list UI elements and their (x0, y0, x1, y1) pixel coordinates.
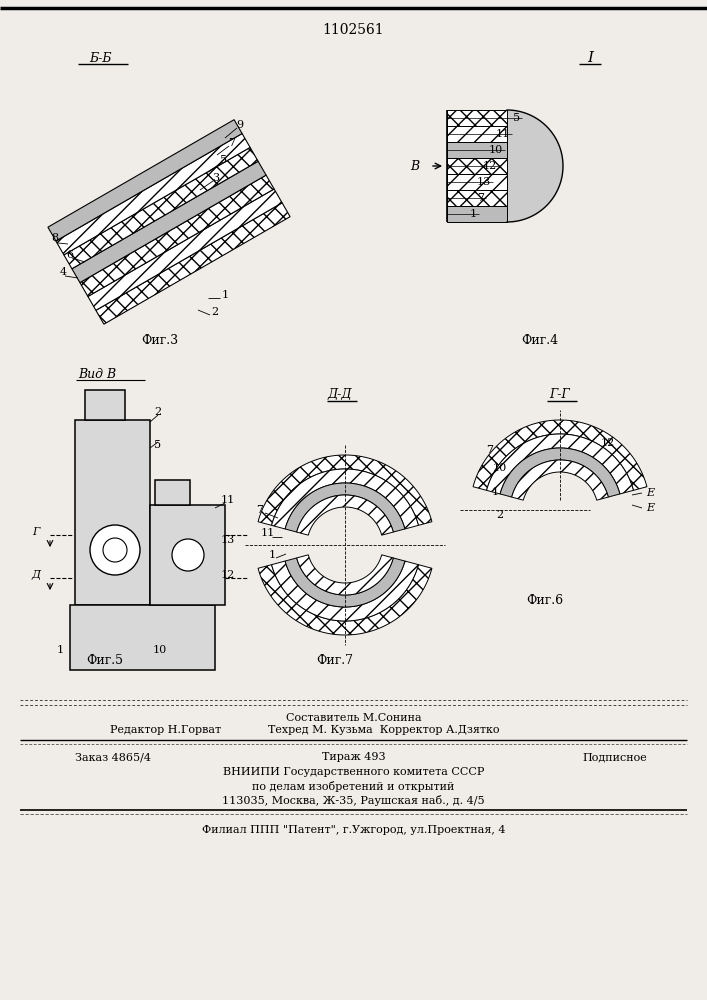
Polygon shape (285, 483, 405, 532)
Text: 1: 1 (57, 645, 64, 655)
Polygon shape (80, 175, 274, 296)
Text: 7: 7 (477, 193, 484, 203)
Circle shape (172, 539, 204, 571)
Text: 2: 2 (154, 407, 162, 417)
Text: 6: 6 (66, 250, 74, 260)
Polygon shape (96, 203, 290, 324)
Text: Подписное: Подписное (583, 752, 648, 762)
Text: 8: 8 (52, 233, 59, 243)
Bar (447, 206, 507, 222)
Text: 10: 10 (153, 645, 167, 655)
Text: E: E (646, 503, 654, 513)
Text: I: I (587, 51, 593, 65)
Text: Д-Д: Д-Д (328, 388, 352, 401)
Text: ВНИИПИ Государственного комитета СССР: ВНИИПИ Государственного комитета СССР (223, 767, 484, 777)
Text: 10: 10 (489, 145, 503, 155)
Bar (447, 158, 507, 174)
Polygon shape (507, 110, 563, 222)
Bar (447, 174, 507, 190)
Text: 12: 12 (221, 570, 235, 580)
Polygon shape (271, 469, 419, 529)
Text: Фиг.6: Фиг.6 (527, 593, 563, 606)
Text: 11: 11 (261, 528, 275, 538)
Polygon shape (297, 555, 393, 595)
Text: Филиал ППП "Патент", г.Ужгород, ул.Проектная, 4: Филиал ППП "Патент", г.Ужгород, ул.Проек… (201, 825, 506, 835)
Text: 7: 7 (257, 505, 264, 515)
Text: 7: 7 (486, 445, 493, 455)
Polygon shape (486, 434, 633, 494)
Text: Вид В: Вид В (78, 368, 116, 381)
Text: 1: 1 (470, 209, 477, 219)
Text: Фиг.5: Фиг.5 (86, 654, 124, 666)
Text: Г-Г: Г-Г (549, 388, 571, 401)
Text: 4: 4 (59, 267, 66, 277)
Text: 2: 2 (211, 307, 218, 317)
Polygon shape (72, 161, 266, 283)
Bar (75, 420, 150, 605)
Text: 5: 5 (154, 440, 162, 450)
Bar (70, 605, 215, 670)
Polygon shape (512, 460, 608, 500)
Text: 5: 5 (221, 155, 228, 165)
Bar (447, 190, 507, 206)
Polygon shape (500, 448, 620, 497)
Text: 5: 5 (513, 113, 520, 123)
Circle shape (90, 525, 140, 575)
Polygon shape (473, 420, 647, 490)
Bar (447, 142, 507, 158)
Text: 9: 9 (236, 120, 244, 130)
Text: Г: Г (33, 527, 40, 537)
Text: по делам изобретений и открытий: по делам изобретений и открытий (252, 780, 455, 792)
Bar (155, 480, 190, 505)
Text: Фиг.3: Фиг.3 (141, 334, 179, 347)
Polygon shape (285, 558, 405, 607)
Circle shape (103, 538, 127, 562)
Text: В: В (411, 159, 419, 172)
Text: 13: 13 (221, 535, 235, 545)
Text: 1: 1 (269, 550, 276, 560)
Text: Техред М. Кузьма  Корректор А.Дзятко: Техред М. Кузьма Корректор А.Дзятко (268, 725, 499, 735)
Text: 12: 12 (601, 438, 615, 448)
Text: Заказ 4865/4: Заказ 4865/4 (75, 752, 151, 762)
Polygon shape (56, 134, 250, 255)
Text: 1: 1 (491, 487, 498, 497)
Bar (447, 110, 507, 126)
Bar (150, 505, 225, 605)
Text: Фиг.7: Фиг.7 (317, 654, 354, 666)
Polygon shape (64, 147, 258, 269)
Text: E: E (646, 488, 654, 498)
Text: 2: 2 (496, 510, 503, 520)
Text: Б-Б: Б-Б (89, 51, 111, 64)
Polygon shape (258, 455, 432, 525)
Text: Фиг.4: Фиг.4 (522, 334, 559, 347)
Text: Редактор Н.Горват: Редактор Н.Горват (110, 725, 221, 735)
Bar (85, 390, 125, 420)
Text: 113035, Москва, Ж-35, Раушская наб., д. 4/5: 113035, Москва, Ж-35, Раушская наб., д. … (222, 794, 485, 806)
Text: 11: 11 (496, 129, 510, 139)
Text: 3: 3 (212, 173, 220, 183)
Text: 13: 13 (477, 177, 491, 187)
Text: Составитель М.Сонина: Составитель М.Сонина (286, 713, 421, 723)
Text: Д: Д (31, 570, 40, 580)
Polygon shape (297, 495, 393, 535)
Text: 1102561: 1102561 (322, 23, 385, 37)
Text: 12: 12 (483, 161, 497, 171)
Polygon shape (258, 565, 432, 635)
Text: Тираж 493: Тираж 493 (322, 752, 385, 762)
Text: 7: 7 (228, 138, 235, 148)
Text: 1: 1 (221, 290, 228, 300)
Polygon shape (271, 561, 419, 621)
Bar (447, 126, 507, 142)
Text: 11: 11 (221, 495, 235, 505)
Text: 10: 10 (493, 463, 507, 473)
Polygon shape (88, 189, 282, 310)
Polygon shape (48, 120, 242, 241)
